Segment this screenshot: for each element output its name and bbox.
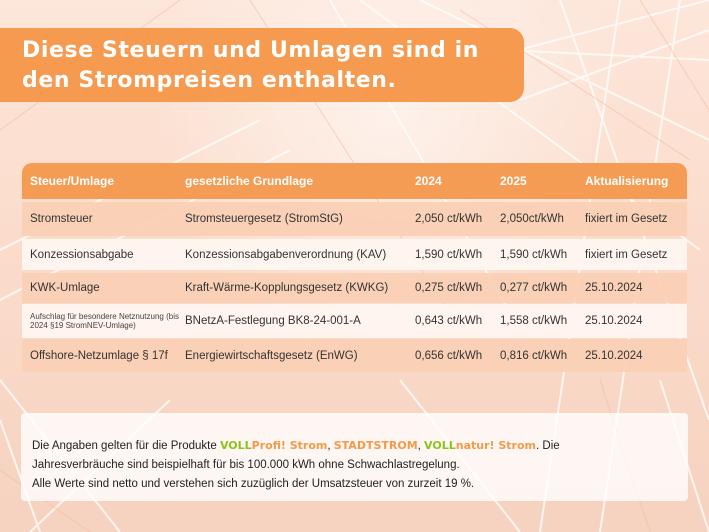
footnote-text: Die Angaben gelten für die Produkte [32,440,220,452]
cell-grundlage: BNetzA-Festlegung BK8-24-001-A [185,315,361,327]
cell-2025: 1,558 ct/kWh [500,315,568,327]
cell-2025: 1,590 ct/kWh [500,248,568,261]
cell-aktualisierung: 25.10.2024 [585,282,643,294]
cell-grundlage: Kraft-Wärme-Kopplungsgesetz (KWKG) [185,282,389,294]
brand-vollnatur-voll: VOLL [424,439,456,452]
cell-2024: 0,656 ct/kWh [415,349,483,362]
cell-aktualisierung: fixiert im Gesetz [585,248,668,261]
footnote-line-2: Jahresverbräuche sind beispielhaft für b… [32,459,460,471]
cell-grundlage: Energiewirtschaftsgesetz (EnWG) [185,349,358,362]
cell-2025: 0,277 ct/kWh [500,282,568,294]
cell-2024: 0,275 ct/kWh [415,282,483,294]
footnote-box: Die Angaben gelten für die Produkte VOLL… [21,413,688,501]
table-row: Konzessionsabgabe Konzessionsabgabenvero… [22,239,687,270]
cell-2024: 0,643 ct/kWh [415,315,483,327]
table-row: Stromsteuer Stromsteuergesetz (StromStG)… [22,202,687,236]
cell-name: Aufschlag für besondere Netznutzung (bis… [30,312,179,330]
header-cell-2025: 2025 [500,174,527,188]
footnote-line-3: Alle Werte sind netto und verstehen sich… [32,478,475,490]
cell-name: Offshore-Netzumlage § 17f [30,349,168,362]
title-banner: Diese Steuern und Umlagen sind in den St… [0,28,524,102]
brand-vollprofi-name: Profi! Strom [251,439,328,452]
header-cell-steuer-umlage: Steuer/Umlage [30,174,115,188]
table-header-row: Steuer/Umlage gesetzliche Grundlage 2024… [22,163,687,199]
header-cell-2024: 2024 [415,174,442,188]
cell-aktualisierung: fixiert im Gesetz [585,213,668,225]
footnote-text: . Die [536,440,560,452]
footnote-separator: , [417,440,425,452]
title-line-2: den Strompreisen enthalten. [22,68,397,93]
cell-aktualisierung: 25.10.2024 [585,349,643,362]
brand-stadtstrom: STADTSTROM [333,439,418,452]
brand-vollprofi-voll: VOLL [219,439,252,452]
cell-grundlage: Stromsteuergesetz (StromStG) [185,213,343,225]
taxes-table: Steuer/Umlage gesetzliche Grundlage 2024… [22,163,687,372]
header-cell-aktualisierung: Aktualisierung [585,174,669,188]
table-row: Offshore-Netzumlage § 17f Energiewirtsch… [22,339,687,372]
cell-2025: 2,050ct/kWh [500,213,564,225]
footnote-separator: , [327,440,334,452]
cell-grundlage: Konzessionsabgabenverordnung (KAV) [185,248,387,261]
header-cell-grundlage: gesetzliche Grundlage [185,174,314,188]
cell-2024: 1,590 ct/kWh [415,248,483,261]
table-row: Aufschlag für besondere Netznutzung (bis… [22,304,687,338]
cell-2024: 2,050 ct/kWh [415,213,483,225]
title-line-1: Diese Steuern und Umlagen sind in [22,38,480,63]
cell-name: Stromsteuer [30,213,93,225]
cell-aktualisierung: 25.10.2024 [585,315,643,327]
cell-2025: 0,816 ct/kWh [500,349,568,362]
brand-vollnatur-name: natur! Strom [455,439,536,452]
cell-name: Konzessionsabgabe [30,248,134,261]
table-row: KWK-Umlage Kraft-Wärme-Kopplungsgesetz (… [22,273,687,303]
footnote-line-1: Die Angaben gelten für die Produkte VOLL… [32,436,688,456]
cell-name: KWK-Umlage [30,282,100,294]
